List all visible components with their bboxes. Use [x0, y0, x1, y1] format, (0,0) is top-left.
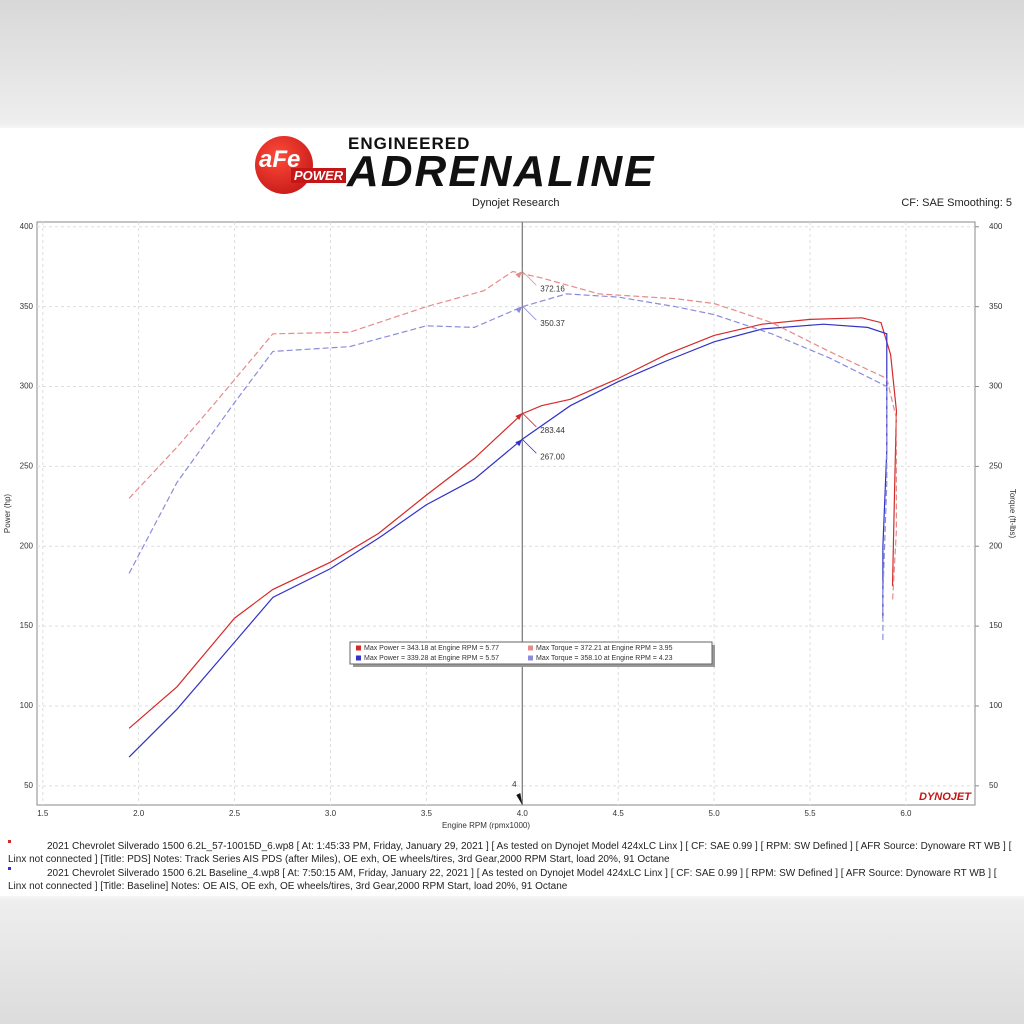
y-tick-label: 200 [20, 541, 34, 550]
logo-line2: ADRENALINE [347, 147, 656, 196]
x-tick-label: 2.0 [133, 809, 145, 818]
annotation-marker [515, 271, 523, 279]
chart-settings: CF: SAE Smoothing: 5 [901, 197, 1012, 209]
note: 2021 Chevrolet Silverado 1500 6.2L Basel… [8, 867, 1013, 893]
series-line [128, 317, 898, 729]
y-tick-label: 300 [20, 382, 34, 391]
chart-source: Dynojet Research [472, 197, 560, 209]
note-text: 2021 Chevrolet Silverado 1500 6.2L Basel… [8, 868, 997, 892]
logo-badge [255, 136, 313, 194]
x-tick-label: 2.5 [229, 809, 241, 818]
y-tick-label: 100 [20, 701, 34, 710]
x-axis-title: Engine RPM (rpmx1000) [442, 821, 530, 830]
plot-area [36, 221, 976, 806]
logo-brand-sub: POWER [291, 168, 347, 183]
annotation-label: 283.44 [540, 426, 565, 435]
y-axis-title: Power (hp) [3, 494, 12, 533]
legend-label: Max Power = 339.28 at Engine RPM = 5.57 [364, 655, 499, 662]
y2-tick-label: 250 [989, 461, 1003, 470]
legend-swatch [356, 645, 361, 651]
series-line [128, 293, 888, 643]
y-tick-label: 250 [20, 461, 34, 470]
legend-label: Max Power = 343.18 at Engine RPM = 5.77 [364, 645, 499, 652]
x-tick-label: 3.5 [421, 809, 433, 818]
legend-swatch [528, 655, 533, 661]
annotation-label: 350.37 [540, 319, 565, 328]
y2-tick-label: 200 [989, 541, 1003, 550]
legend-swatch [356, 655, 361, 661]
x-tick-label: 5.5 [804, 809, 816, 818]
y2-tick-label: 150 [989, 621, 1003, 630]
logo: aFe POWER ENGINEERED ADRENALINE [255, 130, 775, 200]
y2-tick-label: 350 [989, 302, 1003, 311]
annotation-leader [522, 412, 537, 428]
x-tick-label: 5.0 [709, 809, 721, 818]
y2-axis-title: Torque (ft-lbs) [1008, 489, 1017, 539]
legend-swatch [528, 645, 533, 651]
annotation-leader [522, 438, 537, 454]
y2-tick-label: 300 [989, 382, 1003, 391]
cursor-marker [516, 793, 523, 805]
y2-tick-label: 50 [989, 781, 998, 790]
y2-tick-label: 100 [989, 701, 1003, 710]
note: 2021 Chevrolet Silverado 1500 6.2L_57-10… [8, 840, 1013, 866]
x-tick-label: 1.5 [37, 809, 49, 818]
badge: DYNOJET [919, 791, 972, 803]
y-tick-label: 50 [24, 781, 33, 790]
note-marker [8, 840, 11, 843]
y-tick-label: 350 [20, 302, 34, 311]
annotation-marker [515, 306, 523, 314]
chart: 1.5 2.0 2.5 3.0 3.5 4.0 4.5 5.0 5.5 6.0 50 100 150 20… [3, 221, 1017, 830]
legend-label: Max Torque = 358.10 at Engine RPM = 4.23 [536, 655, 673, 662]
y-tick-label: 400 [20, 222, 34, 231]
annotation-leader [522, 270, 537, 286]
legend [349, 641, 713, 665]
annotation-label: 372.16 [540, 284, 565, 293]
cursor-label: 4 [512, 780, 517, 789]
y2-tick-label: 400 [989, 222, 1003, 231]
x-tick-label: 3.0 [325, 809, 337, 818]
note-text: 2021 Chevrolet Silverado 1500 6.2L_57-10… [8, 841, 1012, 865]
y-tick-label: 150 [20, 621, 34, 630]
annotation-label: 267.00 [540, 452, 565, 461]
legend-label: Max Torque = 372.21 at Engine RPM = 3.95 [536, 645, 673, 652]
annotation-marker [515, 412, 523, 420]
annotation-leader [522, 305, 537, 321]
logo-line1: ENGINEERED [348, 134, 471, 153]
x-tick-label: 4.0 [517, 809, 529, 818]
series-line [128, 323, 888, 758]
series-line [128, 270, 897, 603]
x-tick-label: 4.5 [613, 809, 625, 818]
note-marker [8, 867, 11, 870]
x-tick-label: 6.0 [900, 809, 912, 818]
annotation-marker [515, 439, 523, 447]
